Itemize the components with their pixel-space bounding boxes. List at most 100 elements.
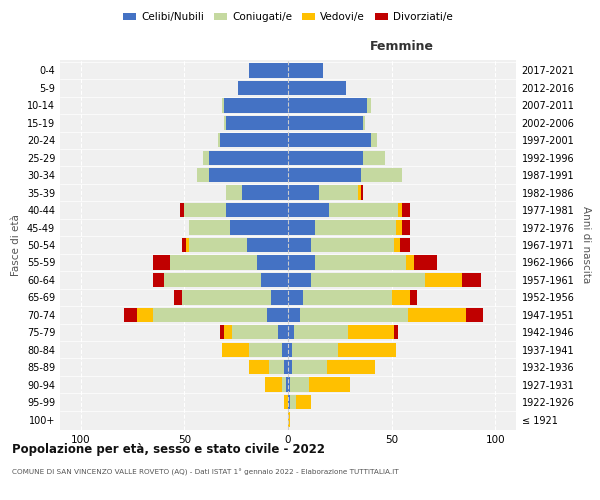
Bar [288,325,294,340]
Bar [153,256,288,270]
Bar [288,273,462,287]
Bar [288,81,346,95]
Bar [218,133,288,148]
Bar [288,308,483,322]
Bar [288,186,361,200]
Bar [170,256,288,270]
Bar [288,98,371,112]
Bar [288,378,350,392]
Bar [288,186,362,200]
Bar [288,308,466,322]
Bar [288,116,362,130]
Bar [224,325,288,340]
Bar [184,203,288,217]
Bar [226,203,288,217]
Bar [288,203,410,217]
Bar [288,325,348,340]
Bar [288,116,365,130]
Bar [271,290,288,304]
Bar [267,308,288,322]
Bar [288,256,437,270]
Bar [257,256,288,270]
Bar [288,238,400,252]
Bar [288,168,402,182]
Bar [286,378,288,392]
Bar [288,290,302,304]
Bar [288,81,346,95]
Bar [288,220,315,234]
Bar [288,378,290,392]
Bar [288,395,290,409]
Bar [282,378,288,392]
Bar [288,116,365,130]
Bar [288,395,296,409]
Bar [288,186,319,200]
Text: Femmine: Femmine [370,40,434,52]
Bar [203,150,288,165]
Bar [221,98,288,112]
Bar [230,220,288,234]
Bar [226,186,288,200]
Bar [288,220,410,234]
Bar [182,238,288,252]
Bar [187,238,288,252]
Bar [197,168,288,182]
Bar [226,116,288,130]
Bar [184,203,288,217]
Bar [224,98,288,112]
Bar [209,150,288,165]
Bar [209,168,288,182]
Bar [182,290,288,304]
Legend: Celibi/Nubili, Coniugati/e, Vedovi/e, Divorziati/e: Celibi/Nubili, Coniugati/e, Vedovi/e, Di… [119,8,457,26]
Bar [288,64,323,78]
Bar [221,98,288,112]
Bar [170,256,288,270]
Bar [288,360,292,374]
Bar [248,342,288,357]
Bar [288,256,406,270]
Bar [288,290,416,304]
Bar [261,273,288,287]
Bar [284,395,288,409]
Bar [164,273,288,287]
Bar [288,203,398,217]
Bar [288,186,358,200]
Bar [288,238,394,252]
Y-axis label: Anni di nascita: Anni di nascita [581,206,591,284]
Bar [242,186,288,200]
Bar [248,360,288,374]
Bar [265,378,288,392]
Bar [180,203,288,217]
Bar [288,378,309,392]
Bar [247,238,288,252]
Bar [288,360,375,374]
Bar [288,256,415,270]
Bar [174,290,288,304]
Bar [288,308,301,322]
Bar [197,168,288,182]
Bar [288,325,398,340]
Bar [248,64,288,78]
Bar [288,98,371,112]
Text: Popolazione per età, sesso e stato civile - 2022: Popolazione per età, sesso e stato civil… [12,442,325,456]
Bar [269,360,288,374]
Bar [288,150,362,165]
Bar [153,273,288,287]
Bar [218,133,288,148]
Bar [288,238,311,252]
Bar [248,64,288,78]
Bar [232,325,288,340]
Bar [164,273,288,287]
Bar [188,220,288,234]
Bar [288,133,377,148]
Bar [224,116,288,130]
Bar [288,220,402,234]
Bar [288,290,392,304]
Bar [288,203,402,217]
Bar [288,168,361,182]
Bar [288,98,367,112]
Bar [288,273,311,287]
Bar [288,273,481,287]
Bar [282,342,288,357]
Bar [288,342,292,357]
